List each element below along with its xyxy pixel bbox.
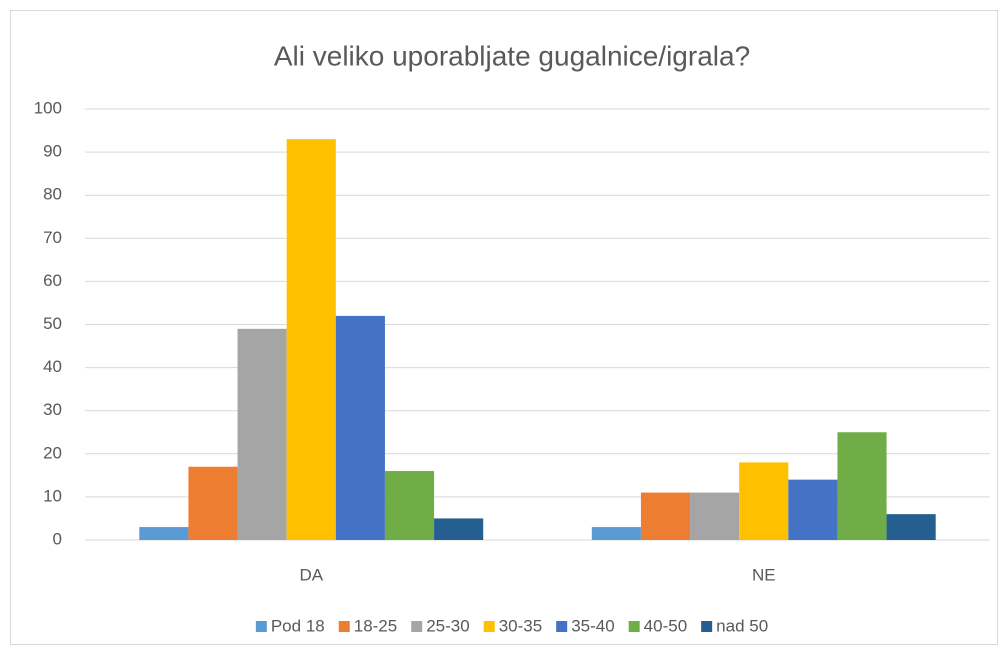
y-tick-label: 90 [43, 142, 62, 161]
bar [739, 462, 789, 540]
bar [188, 466, 238, 540]
bar [139, 527, 189, 540]
y-tick-label: 30 [43, 400, 62, 419]
y-tick-label: 10 [43, 486, 62, 505]
y-tick-label: 70 [43, 228, 62, 247]
y-tick-label: 80 [43, 185, 62, 204]
x-tick-label: NE [752, 565, 776, 584]
legend-label: Pod 18 [271, 616, 325, 635]
legend-swatch [411, 621, 423, 632]
bar [237, 328, 287, 540]
x-tick-label: DA [299, 565, 323, 584]
bar [335, 315, 385, 540]
bar [640, 492, 691, 540]
y-tick-label: 50 [43, 314, 62, 333]
legend-label: 18-25 [354, 616, 397, 635]
legend-label: nad 50 [716, 616, 768, 635]
bar [690, 492, 740, 540]
legend-swatch [556, 621, 568, 632]
legend-swatch [338, 621, 350, 632]
bar [434, 518, 484, 540]
y-tick-label: 20 [43, 443, 62, 462]
bar [837, 432, 887, 540]
legend-swatch [483, 621, 495, 632]
legend-swatch [255, 621, 267, 632]
chart-title: Ali veliko uporabljate gugalnice/igrala? [274, 40, 750, 71]
y-tick-label: 0 [53, 529, 62, 548]
y-tick-label: 100 [34, 98, 62, 117]
legend-swatch [701, 621, 713, 632]
bar [384, 471, 435, 540]
bar [886, 514, 936, 540]
legend-label: 25-30 [426, 616, 469, 635]
bar [591, 527, 641, 540]
chart-frame [10, 10, 998, 645]
legend-swatch [628, 621, 640, 632]
bar [788, 479, 838, 540]
y-tick-label: 40 [43, 357, 62, 376]
y-tick-label: 60 [43, 271, 62, 290]
legend-label: 40-50 [644, 616, 687, 635]
legend-label: 35-40 [571, 616, 614, 635]
legend-label: 30-35 [499, 616, 542, 635]
bar [286, 139, 336, 541]
